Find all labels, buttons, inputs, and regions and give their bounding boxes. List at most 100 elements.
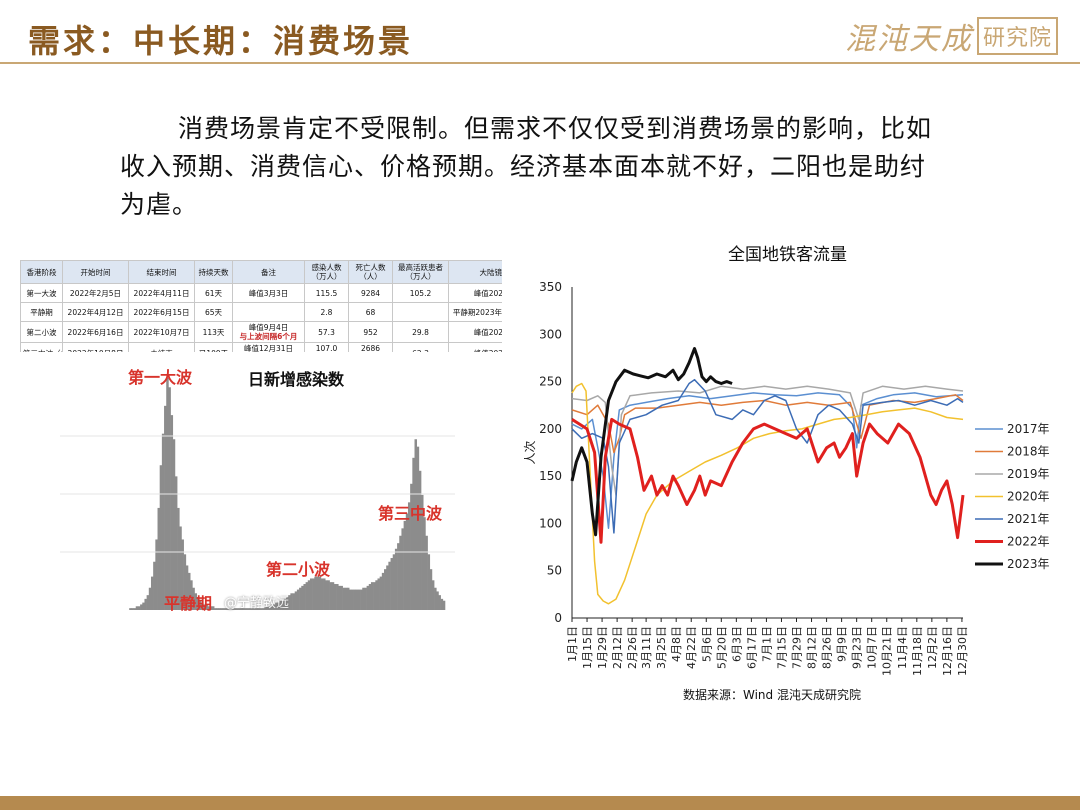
infection-bar: [161, 433, 165, 610]
table-header-row: 香港阶段 开始时间 结束时间 持续天数 备注 感染人数（万人） 死亡人数（人） …: [20, 260, 502, 284]
infection-bar: [286, 597, 289, 610]
series-line-2021年: [571, 378, 964, 534]
wave1-label: 第一大波: [128, 368, 193, 387]
source-note: 数据来源：Wind 混沌天成研究院: [683, 687, 861, 702]
infection-bar: [425, 535, 428, 610]
infection-bar: [379, 576, 383, 610]
x-tick-label: 11月18日: [911, 626, 924, 676]
deaths-cell: 2686（未结束）: [348, 342, 393, 352]
deaths-cell: 9284: [348, 283, 393, 303]
x-tick-label: 5月6日: [700, 626, 713, 662]
x-tick-label: 7月1日: [760, 626, 773, 662]
page-title: 需求：中长期：消费场景: [28, 22, 414, 60]
start-cell: 2022年2月5日: [62, 283, 129, 303]
infection-bar: [268, 606, 272, 610]
infection-bar: [266, 606, 269, 610]
infection-bar: [248, 608, 252, 610]
infection-bar: [214, 608, 217, 610]
infection-bar: [255, 608, 258, 610]
infection-bar: [386, 565, 389, 610]
infection-bar: [292, 593, 296, 610]
x-tick-label: 1月29日: [596, 626, 609, 669]
infection-bar: [155, 539, 158, 610]
infection-bar: [177, 507, 180, 610]
x-tick-label: 7月15日: [775, 626, 788, 669]
table-row: 第二小波 2022年6月16日 2022年10月7日 113天 峰值9月4日 与上波间隔6…: [20, 321, 502, 343]
infection-bar: [290, 593, 293, 610]
infection-bar: [231, 608, 235, 610]
y-axis-label: 人次: [523, 440, 537, 464]
x-tick-label: 9月23日: [851, 626, 864, 669]
infection-bar: [362, 587, 365, 610]
infection-chart-svg: [60, 378, 455, 610]
infection-bar: [137, 606, 141, 610]
infection-bar: [403, 520, 407, 610]
chart-title: 全国地铁客流量: [728, 245, 847, 265]
infection-bar: [194, 593, 198, 610]
infection-bar: [355, 589, 359, 610]
infection-bar: [392, 554, 396, 610]
infection-bar: [140, 604, 143, 610]
end-cell: 2022年6月15日: [128, 302, 195, 322]
note-cell: 峰值12月31日与上波间隔4个月: [232, 342, 305, 352]
infection-bar: [368, 584, 372, 610]
calm-label: 平静期: [164, 594, 213, 613]
infection-bar: [190, 580, 193, 610]
infection-bar: [233, 608, 237, 610]
days-cell: 已109天: [194, 342, 233, 352]
infection-bar: [357, 589, 361, 610]
infection-bar: [270, 604, 274, 610]
x-tick-label: 7月29日: [791, 626, 804, 669]
y-tick-label: 150: [539, 469, 562, 483]
series-line-2018年: [571, 394, 964, 454]
legend-label: 2023年: [1007, 557, 1050, 571]
infection-bar: [229, 608, 232, 610]
infection-bar: [288, 595, 291, 610]
infection-bar: [283, 598, 287, 610]
infected-cell: 57.3: [304, 321, 349, 343]
infection-bar: [394, 548, 398, 610]
infection-bar: [272, 604, 276, 610]
infection-bar: [148, 587, 152, 610]
x-tick-label: 8月26日: [821, 626, 834, 669]
table-header-cell: 香港阶段: [20, 260, 63, 284]
stage-cell: 第一大波: [20, 283, 63, 303]
infection-bar: [360, 589, 363, 610]
infection-bar: [429, 569, 433, 610]
table-header-cell: 开始时间: [62, 260, 129, 284]
infection-bar: [381, 572, 385, 610]
infection-bar: [342, 587, 346, 610]
infection-bar: [397, 543, 400, 610]
x-tick-label: 10月7日: [866, 626, 879, 669]
infection-bar: [181, 539, 184, 610]
metro-ridership-chart: 全国地铁客流量 0 50 100 150 200 250 300 350 人次 1月1日 1月15日 1…: [510, 236, 1070, 710]
infection-bar: [192, 587, 195, 610]
infection-bar: [314, 576, 317, 610]
series-line-2020年: [571, 382, 964, 605]
table-header-cell: 感染人数（万人）: [304, 260, 349, 284]
infection-bar: [131, 608, 134, 610]
infection-bar: [307, 580, 311, 610]
legend-label: 2022年: [1007, 535, 1050, 549]
infection-bar: [179, 526, 182, 610]
table-header-cell: 持续天数: [194, 260, 233, 284]
end-cell: 2022年10月7日: [128, 321, 195, 343]
infection-bar: [316, 576, 319, 610]
days-cell: 61天: [194, 283, 233, 303]
series-line-2023年: [570, 347, 733, 537]
x-tick-label: 4月22日: [685, 626, 698, 669]
x-tick-label: 9月9日: [836, 626, 849, 662]
x-tick-label: 8月12日: [806, 626, 819, 669]
logo-box: 研究院: [976, 17, 1058, 55]
infection-bar: [185, 565, 189, 610]
y-tick-label: 350: [539, 280, 562, 294]
legend-label: 2018年: [1007, 445, 1050, 459]
infection-bar: [170, 415, 174, 610]
infected-cell: 107.0（未结束）: [304, 342, 349, 352]
infection-bar: [384, 569, 387, 610]
infection-bar: [296, 589, 300, 610]
legend-label: 2019年: [1007, 467, 1050, 481]
hk-wave-table: 香港阶段 开始时间 结束时间 持续天数 备注 感染人数（万人） 死亡人数（人） …: [20, 260, 502, 352]
infection-bar: [440, 598, 444, 610]
infection-bar: [279, 600, 282, 610]
